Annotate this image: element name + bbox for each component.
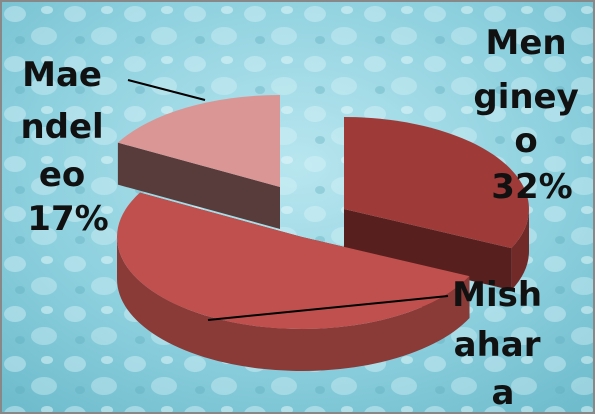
slice-label-mishahara-line2: ahar — [454, 325, 541, 365]
pie-slice-mengineyo-top — [344, 117, 529, 249]
slice-label-mishahara-line3: a — [492, 373, 515, 413]
slice-label-mengineyo-line3: o — [514, 121, 537, 161]
slice-label-mishahara: Mish ahar a — [452, 275, 554, 413]
pie-slice-maendeleo-top — [117, 95, 280, 187]
slices-layer — [116, 95, 529, 371]
slice-label-maendeleo-line1: Mae — [22, 55, 102, 95]
leader-lines — [127, 79, 449, 321]
slice-label-maendeleo-percent: 17% — [27, 199, 108, 239]
slice-label-mengineyo-line1: Men — [486, 23, 567, 63]
pie-slice-maendeleo-wall — [117, 142, 280, 229]
slice-label-maendeleo-line2: ndel — [20, 107, 103, 147]
slice-label-maendeleo-line3: eo — [39, 155, 85, 195]
slice-label-mengineyo: Men giney o 32% — [473, 23, 590, 207]
slice-label-mengineyo-percent: 32% — [491, 167, 572, 207]
pie-slice-mishahara-rim — [117, 237, 470, 371]
slice-label-maendeleo: Mae ndel eo 17% — [20, 55, 115, 239]
slice-label-mishahara-line1: Mish — [452, 275, 542, 315]
slice-label-mengineyo-line2: giney — [473, 77, 578, 117]
pie-slice-mishahara-top — [116, 192, 470, 330]
pie-slice-mengineyo-wall — [344, 209, 512, 291]
leader-line-maendeleo — [127, 79, 206, 101]
pie-slice-mengineyo-rim — [511, 209, 529, 291]
pie-slice-mengineyo — [344, 117, 529, 291]
leader-line-mishahara — [207, 295, 449, 321]
pie-slice-maendeleo — [117, 95, 280, 229]
